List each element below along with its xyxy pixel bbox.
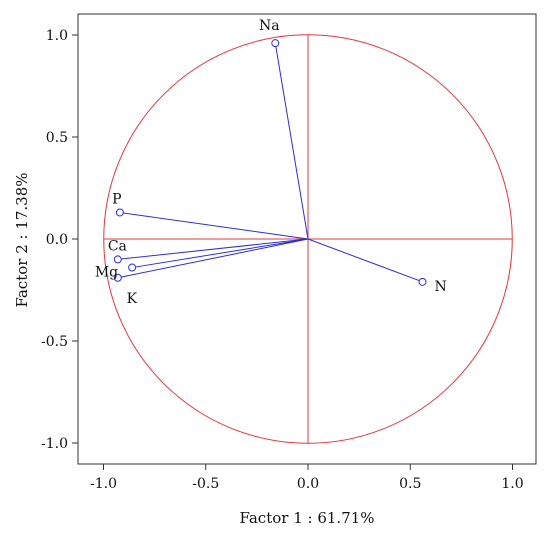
x-tick-label: 1.0: [501, 476, 523, 492]
variable-label-p: P: [112, 191, 121, 207]
x-tick-label: -1.0: [90, 476, 117, 492]
variable-label-na: Na: [259, 18, 280, 34]
loading-point-na: [271, 39, 280, 48]
x-tick-label: -0.5: [192, 476, 219, 492]
x-axis-title: Factor 1 : 61.71%: [239, 509, 374, 527]
loading-point-p: [115, 208, 124, 217]
variable-label-k: K: [127, 291, 138, 307]
x-tick-label: 0.0: [297, 476, 319, 492]
y-axis-title: Factor 2 : 17.38%: [13, 172, 31, 307]
variable-label-n: N: [435, 279, 447, 295]
loading-vector-na: [274, 43, 309, 240]
variable-label-ca: Ca: [108, 238, 127, 254]
loading-point-ca: [113, 255, 122, 264]
y-tick-label: -0.5: [41, 334, 68, 350]
y-tick-label: 0.0: [46, 232, 68, 248]
y-tick-label: -1.0: [41, 436, 68, 452]
loading-vector-mg: [132, 238, 309, 269]
loading-vector-k: [117, 238, 309, 279]
y-tick-label: 1.0: [46, 28, 68, 44]
loading-point-mg: [128, 263, 137, 272]
loading-vector-n: [307, 238, 423, 283]
y-tick-label: 0.5: [46, 130, 68, 146]
loading-vector-p: [119, 211, 309, 240]
variable-label-mg: Mg: [95, 265, 118, 281]
loading-point-n: [418, 277, 427, 286]
loading-vector-ca: [117, 238, 309, 260]
x-tick-label: 0.5: [399, 476, 421, 492]
loading-point-k: [113, 273, 122, 282]
